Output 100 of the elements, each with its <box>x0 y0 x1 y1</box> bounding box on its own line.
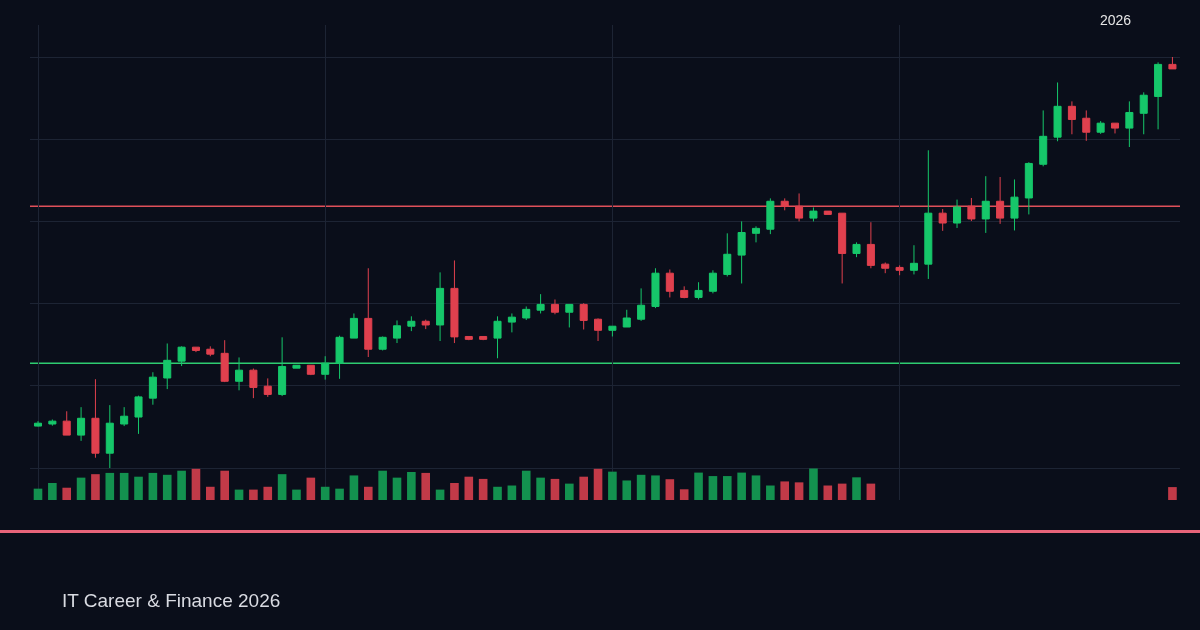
candlestick <box>622 309 631 328</box>
candlestick <box>665 268 674 298</box>
candlestick <box>536 293 545 314</box>
candlestick <box>48 419 57 427</box>
candlestick <box>852 241 861 258</box>
bar <box>62 487 72 500</box>
candlestick <box>1067 100 1076 135</box>
bar <box>407 471 416 500</box>
candlestick <box>392 319 402 344</box>
bar <box>536 477 545 500</box>
candlestick <box>436 271 445 342</box>
candlestick <box>967 197 976 222</box>
bar <box>866 483 876 500</box>
candlestick <box>608 325 617 337</box>
bar <box>191 468 201 500</box>
candlestick <box>637 287 646 322</box>
candlestick <box>450 259 459 344</box>
candlestick <box>177 345 186 367</box>
bar <box>48 482 57 500</box>
candlestick <box>278 336 287 397</box>
bar <box>464 476 474 500</box>
candlestick <box>1082 109 1091 142</box>
bar <box>722 476 732 500</box>
candlestick <box>694 281 703 300</box>
bar <box>119 472 129 500</box>
bar <box>665 479 675 500</box>
candlestick <box>1053 81 1062 142</box>
candlestick <box>263 377 272 398</box>
bar <box>220 470 229 500</box>
candlestick <box>924 149 933 280</box>
bar <box>780 481 790 500</box>
bar <box>737 472 746 500</box>
candlestick <box>1039 109 1048 167</box>
bar <box>694 472 703 500</box>
bar <box>493 486 502 500</box>
bar <box>263 486 273 500</box>
candlestick <box>163 342 172 390</box>
candlestick <box>91 378 100 459</box>
candlestick <box>33 420 43 427</box>
candlestick <box>134 395 143 435</box>
text: IT Career & Finance 2026 <box>62 590 281 611</box>
candlestick <box>1096 120 1105 135</box>
bar <box>134 476 143 500</box>
candlestick <box>148 371 157 406</box>
candlestick <box>938 208 947 232</box>
bar <box>478 478 488 500</box>
bar <box>794 482 804 500</box>
candlestick <box>421 319 430 330</box>
candlestick <box>77 406 86 442</box>
candlestick <box>493 315 502 359</box>
bar <box>651 475 660 500</box>
candlestick <box>321 355 330 381</box>
candlestick <box>479 335 488 341</box>
bar <box>162 474 172 500</box>
bar <box>837 483 847 500</box>
bar <box>91 474 100 500</box>
bar <box>76 477 86 500</box>
candlestick <box>292 364 301 369</box>
candlestick <box>550 298 559 315</box>
bar <box>708 476 718 500</box>
bar <box>565 483 574 500</box>
candlestick <box>780 197 789 211</box>
candlestick <box>565 303 574 328</box>
bar <box>622 480 632 500</box>
candlestick <box>1168 56 1177 70</box>
candlestick <box>838 212 847 284</box>
candlestick <box>981 175 990 234</box>
candlestick <box>235 356 244 391</box>
bar <box>292 489 301 500</box>
candlestick <box>866 221 875 269</box>
candlestick <box>522 305 531 321</box>
bar <box>392 477 402 500</box>
candlestick <box>62 410 71 436</box>
candlestick <box>795 192 804 222</box>
bar <box>579 476 588 500</box>
candlestick <box>120 406 129 427</box>
bar <box>363 486 373 500</box>
bar <box>249 489 258 500</box>
candlestick <box>349 312 358 339</box>
candlestick <box>953 199 962 229</box>
candlestick <box>1010 178 1019 231</box>
bar <box>206 486 215 500</box>
bar <box>636 474 646 500</box>
bar <box>1168 487 1177 500</box>
bar <box>507 485 517 500</box>
bar <box>177 470 186 500</box>
bar <box>823 485 833 500</box>
candlestick <box>249 368 258 399</box>
bar <box>593 468 603 500</box>
candlestick <box>594 317 603 342</box>
candlestick <box>708 269 717 294</box>
bar <box>852 477 861 500</box>
candlestick <box>737 220 746 284</box>
candlestick <box>579 302 588 330</box>
candlestick <box>1024 161 1033 215</box>
bar <box>450 482 459 500</box>
bar <box>378 470 387 500</box>
candlestick <box>105 404 114 469</box>
bar <box>148 472 158 500</box>
candlestick <box>306 364 315 376</box>
